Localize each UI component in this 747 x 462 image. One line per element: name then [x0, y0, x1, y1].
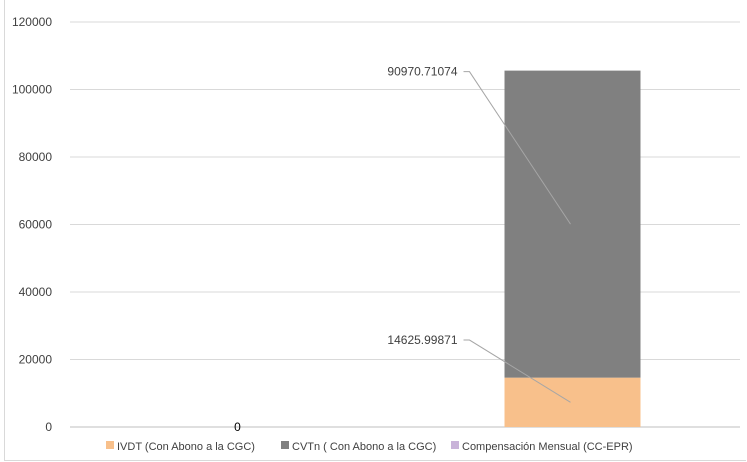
bar-segment: [504, 70, 641, 378]
data-label: 0: [234, 420, 241, 434]
legend-item: IVDT (Con Abono a la CGC): [106, 441, 255, 453]
legend-label: Compensación Mensual (CC-EPR): [462, 441, 633, 453]
y-axis: 0 20000 40000 60000 80000 100000 120000: [12, 15, 52, 434]
y-tick-label: 40000: [19, 285, 53, 299]
data-label-leader-line: [463, 339, 571, 403]
y-tick-label: 120000: [12, 15, 52, 29]
legend-item: Compensación Mensual (CC-EPR): [451, 441, 633, 453]
legend-item: CVTn ( Con Abono a la CGC): [281, 441, 436, 453]
legend-label: IVDT (Con Abono a la CGC): [117, 441, 255, 453]
y-tick-label: 60000: [19, 218, 53, 232]
legend-label: CVTn ( Con Abono a la CGC): [292, 441, 436, 453]
legend-swatch: [451, 441, 459, 449]
data-label-leader-line: [463, 71, 571, 225]
y-tick-label: 20000: [19, 353, 53, 367]
y-tick-label: 0: [45, 420, 52, 434]
legend-swatch: [106, 441, 114, 449]
bar-segment: [504, 377, 641, 427]
bars: [504, 70, 641, 427]
y-tick-label: 100000: [12, 83, 52, 97]
legend-swatch: [281, 441, 289, 449]
chart-frame: [4, 0, 746, 461]
legend: IVDT (Con Abono a la CGC) CVTn ( Con Abon…: [106, 441, 633, 453]
y-tick-label: 80000: [19, 150, 53, 164]
data-label: 14625.99871: [387, 333, 457, 347]
data-labels: 0 14625.99871 90970.71074: [234, 65, 571, 434]
data-label: 90970.71074: [387, 65, 457, 79]
